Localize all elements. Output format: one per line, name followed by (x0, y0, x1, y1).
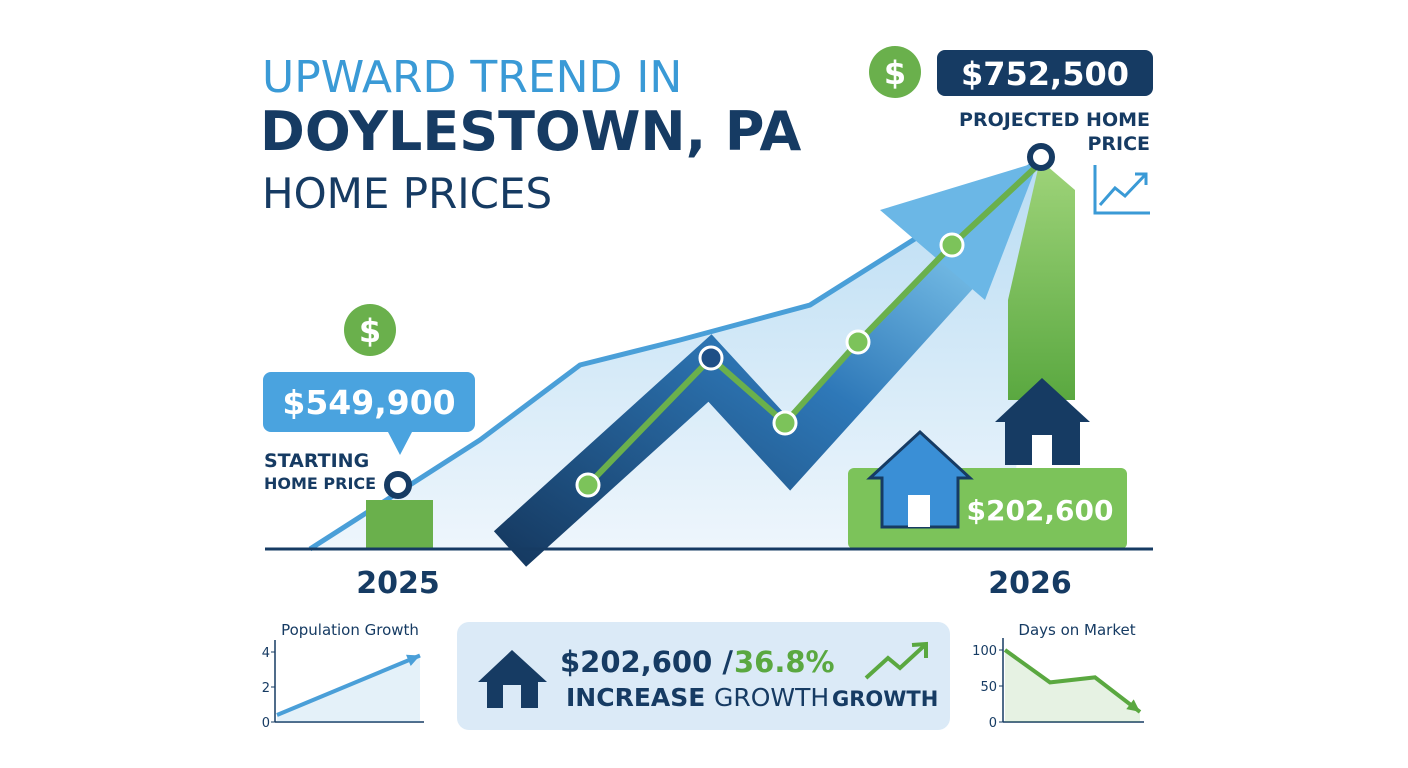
projected-price: $752,500 (961, 55, 1129, 93)
point (845, 329, 871, 355)
point (939, 232, 965, 258)
summary-word: INCREASE (566, 683, 705, 712)
mini-chart-title: Population Growth (281, 621, 419, 639)
y-tick-label: 2 (262, 681, 270, 696)
increase-value: $202,600 (966, 494, 1113, 527)
y-tick-label: 0 (262, 716, 270, 731)
point (772, 410, 798, 436)
year-label: 2025 (356, 566, 440, 601)
point (698, 345, 724, 371)
start-label: HOME PRICE (264, 474, 376, 493)
start-price: $549,900 (282, 383, 455, 422)
price-box (937, 50, 1153, 96)
start-label: STARTING (264, 450, 369, 472)
house-icon (866, 429, 974, 529)
dollar-icon (869, 46, 921, 98)
arrow-head (880, 162, 1038, 300)
area-shape (310, 160, 1040, 549)
mini-chart-title: Days on Market (1018, 621, 1135, 639)
summary-amount: $202,600 / (560, 645, 733, 679)
mini-line (276, 653, 421, 717)
start-point (384, 471, 412, 499)
title-line: DOYLESTOWN, PA (260, 100, 802, 163)
summary-box (457, 622, 950, 730)
summary-percent: 36.8% (734, 645, 835, 679)
arrow-head (1126, 699, 1140, 712)
price-box (263, 372, 475, 455)
point (575, 472, 601, 498)
dollar-icon (344, 304, 396, 356)
arrow-head (406, 654, 420, 666)
end-point (1027, 143, 1055, 171)
y-tick-label: 100 (972, 644, 997, 659)
summary-word: GROWTH (832, 687, 938, 711)
area-line (308, 157, 1042, 552)
title-line: UPWARD TREND IN (262, 52, 682, 103)
trend-line (585, 162, 1041, 488)
mini-area (1005, 650, 1140, 722)
mini-line (1003, 648, 1142, 714)
trend-icon (1093, 165, 1150, 215)
pedestal (366, 500, 433, 549)
dollar-symbol: $ (359, 312, 381, 350)
green-bar (1008, 160, 1075, 400)
y-tick-label: 0 (989, 716, 997, 731)
growth-icon (864, 641, 928, 680)
projected-label: PROJECTED HOME (959, 109, 1150, 131)
house-icon (995, 378, 1090, 465)
house-icon (478, 650, 547, 708)
summary-word: GROWTH (714, 683, 829, 712)
y-tick-label: 50 (980, 680, 997, 695)
year-label: 2026 (988, 566, 1072, 601)
dollar-symbol: $ (884, 54, 906, 92)
y-tick-label: 4 (262, 646, 270, 661)
projected-label: PRICE (1087, 133, 1150, 155)
title-line: HOME PRICES (262, 169, 552, 218)
